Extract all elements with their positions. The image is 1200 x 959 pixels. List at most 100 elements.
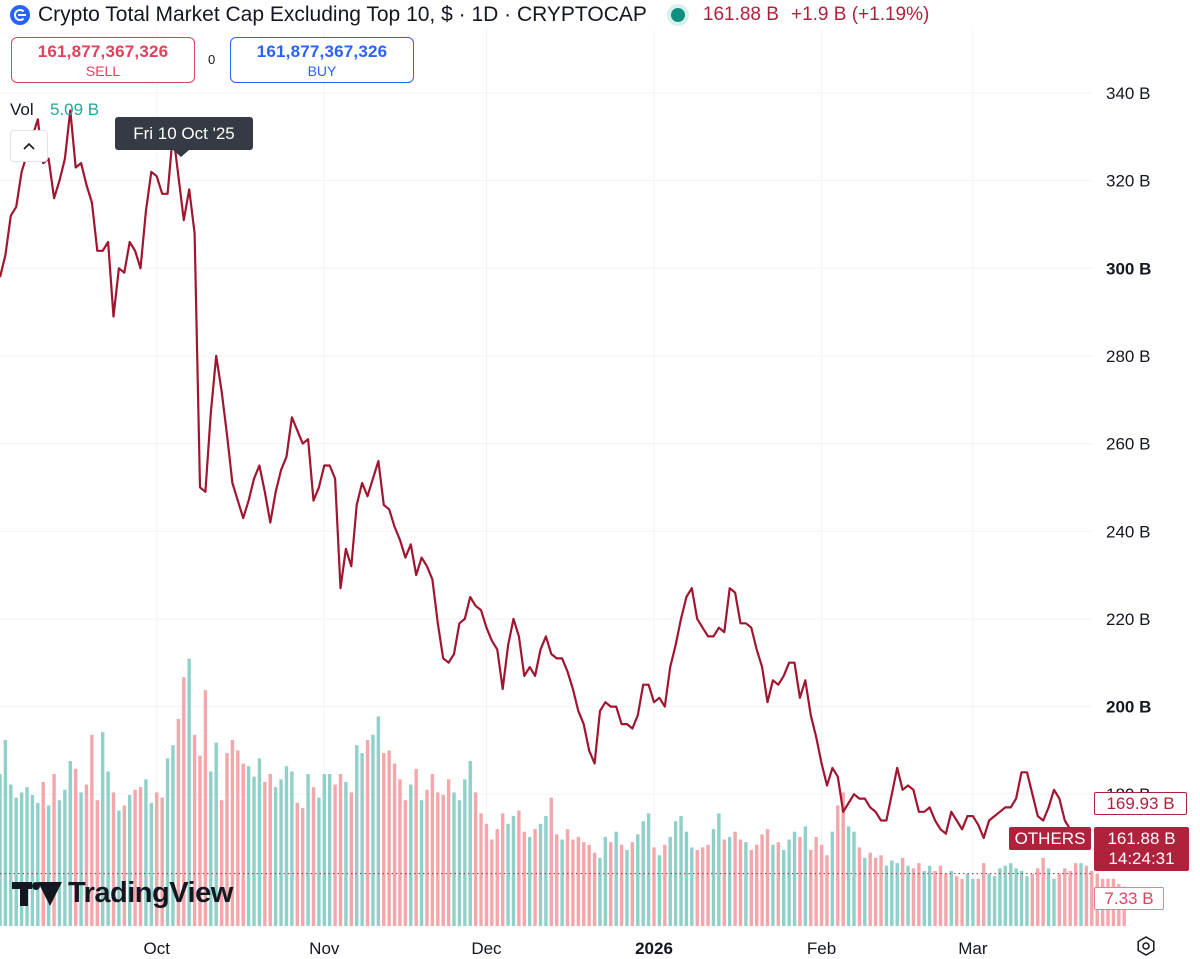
- volume-bar: [463, 779, 467, 926]
- y-tick-label: 240 B: [1106, 522, 1150, 541]
- volume-bar: [922, 870, 926, 926]
- buy-price: 161,877,367,326: [256, 42, 388, 61]
- volume-bar: [1068, 870, 1072, 926]
- volume-bar: [365, 739, 370, 926]
- volume-bar: [68, 760, 72, 926]
- volume-bar: [306, 774, 310, 926]
- volume-bar: [430, 774, 435, 926]
- volume-legend-label[interactable]: Vol: [10, 100, 34, 119]
- volume-bar: [506, 823, 510, 926]
- volume-bar: [360, 753, 364, 926]
- volume-bar: [392, 763, 397, 926]
- volume-bar: [219, 800, 224, 926]
- chart-title[interactable]: Crypto Total Market Cap Excluding Top 10…: [38, 3, 647, 26]
- volume-bar: [111, 792, 116, 926]
- volume-bar: [95, 800, 99, 926]
- volume-bar: [1063, 868, 1067, 926]
- volume-bar: [1057, 873, 1062, 926]
- volume-bar: [295, 802, 299, 926]
- volume-bar: [387, 750, 391, 926]
- volume-bar: [852, 831, 856, 926]
- chevron-up-icon: [23, 142, 35, 150]
- volume-bar: [138, 787, 143, 926]
- volume-bar: [79, 792, 83, 926]
- volume-bar: [906, 865, 910, 926]
- volume-bar: [819, 844, 824, 926]
- sell-button[interactable]: 161,877,367,326 SELL: [11, 37, 195, 83]
- volume-bar: [657, 855, 662, 926]
- volume-bar: [171, 745, 175, 926]
- y-tick-label: 220 B: [1106, 610, 1150, 629]
- volume-bar: [538, 823, 543, 926]
- collapse-legend-button[interactable]: [10, 130, 48, 162]
- header-price: 161.88 B: [702, 4, 779, 25]
- volume-bar: [1073, 863, 1078, 926]
- volume-bar: [879, 855, 883, 926]
- volume-bar: [1030, 873, 1035, 926]
- volume-bar: [1079, 863, 1083, 926]
- volume-bar: [614, 831, 618, 926]
- volume-bar: [792, 831, 797, 926]
- volume-bar: [122, 805, 127, 926]
- volume-bar: [25, 787, 29, 926]
- volume-bar: [1052, 878, 1056, 926]
- buy-button[interactable]: 161,877,367,326 BUY: [230, 37, 414, 83]
- volume-bar: [755, 844, 759, 926]
- volume-bar: [257, 758, 262, 926]
- volume-bar: [522, 831, 526, 926]
- volume-bar: [700, 847, 705, 926]
- volume-bar: [273, 787, 278, 926]
- volume-bar: [382, 753, 386, 926]
- volume-bar: [803, 826, 808, 926]
- x-tick-label: Feb: [807, 939, 836, 958]
- volume-bar: [706, 844, 710, 926]
- volume-bar: [560, 839, 564, 926]
- volume-bar: [344, 781, 348, 926]
- volume-bar: [549, 797, 554, 926]
- volume-bar: [241, 763, 245, 926]
- crosshair-date-tooltip: Fri 10 Oct '25: [115, 117, 253, 150]
- volume-bar: [198, 755, 202, 926]
- volume-bar: [863, 857, 867, 926]
- gear-icon[interactable]: [1136, 936, 1156, 956]
- volume-bar: [484, 823, 489, 926]
- cryptocap-logo-icon: [10, 5, 30, 25]
- volume-bar: [765, 829, 770, 926]
- last-close-tag: 169.93 B: [1094, 792, 1187, 815]
- volume-bar: [398, 779, 402, 926]
- volume-bar: [452, 792, 456, 926]
- volume-bar: [738, 839, 743, 926]
- volume-bar: [192, 734, 197, 926]
- volume-bar: [300, 808, 305, 926]
- volume-bar: [279, 779, 283, 926]
- x-tick-label: Dec: [471, 939, 502, 958]
- volume-bar: [84, 784, 89, 926]
- volume-bar: [333, 784, 337, 926]
- volume-bar: [787, 839, 791, 926]
- volume-bar: [825, 855, 829, 926]
- current-price-tag: 161.88 B 14:24:31: [1094, 827, 1189, 871]
- volume-bar: [544, 815, 548, 926]
- volume-bar: [425, 789, 429, 926]
- volume-bar: [749, 850, 753, 926]
- volume-bar: [371, 734, 375, 926]
- volume-bar: [419, 800, 424, 926]
- volume-bar: [927, 865, 932, 926]
- volume-bar: [187, 658, 191, 926]
- volume-bar: [252, 776, 256, 926]
- volume-bar: [1084, 865, 1089, 926]
- volume-bar: [9, 784, 13, 926]
- bar-countdown: 14:24:31: [1108, 849, 1175, 868]
- volume-bar: [1090, 870, 1094, 926]
- volume-bar: [582, 842, 586, 926]
- volume-bar: [917, 863, 921, 926]
- volume-bar: [533, 829, 537, 926]
- price-line: [0, 109, 1082, 844]
- volume-bar: [717, 813, 721, 926]
- volume-bar: [744, 842, 748, 926]
- volume-bar: [263, 781, 267, 926]
- volume-bar: [90, 734, 94, 926]
- tradingview-logo[interactable]: TradingView: [12, 877, 233, 910]
